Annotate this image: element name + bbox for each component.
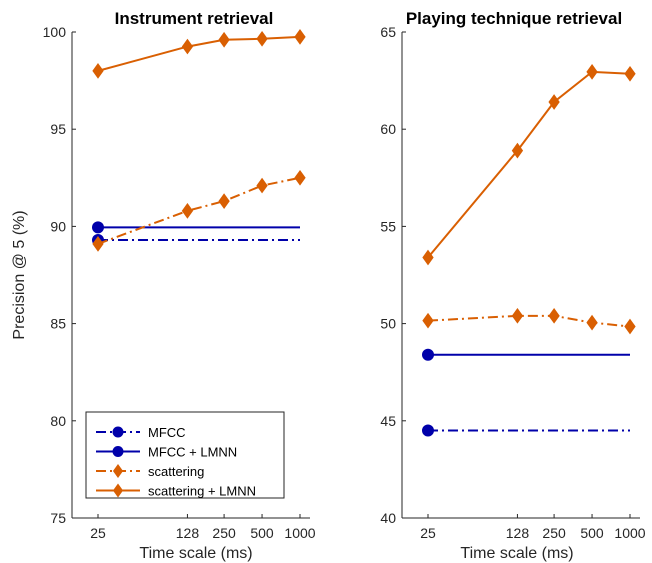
x-tick-label-instrument: 25 (90, 525, 106, 541)
legend-marker-circle (112, 446, 124, 457)
legend-label: MFCC (148, 425, 186, 440)
data-point-diamond-playing (586, 63, 598, 80)
legend-marker-circle (112, 426, 124, 438)
axes-instrument: 75 80 85 90 95 100 25 128 250 500 1000 (43, 24, 316, 541)
data-point-diamond-instrument (294, 169, 306, 186)
data-point-diamond-instrument (181, 202, 194, 219)
x-tick-label-playing: 250 (542, 525, 566, 541)
axes-playing: 40 45 50 55 60 65 25 128 250 500 1000 (380, 24, 645, 541)
data-point-diamond-instrument (181, 38, 194, 55)
series-line-scattering-instrument (97, 176, 301, 245)
y-tick-label-instrument: 90 (50, 218, 66, 234)
data-point-diamond-playing (624, 65, 636, 82)
x-tick-label-instrument: 128 (176, 525, 200, 541)
x-axis-label-playing: Time scale (ms) (460, 545, 573, 562)
data-point-diamond-instrument (294, 29, 306, 45)
y-tick-label-playing: 60 (380, 121, 396, 137)
legend-marker-diamond (112, 464, 124, 478)
data-point-diamond-playing (511, 142, 524, 159)
legend-label: scattering + LMNN (148, 484, 256, 499)
x-tick-label-instrument: 500 (250, 525, 274, 541)
x-tick-label-playing: 128 (506, 525, 530, 541)
data-point-diamond-playing (422, 249, 434, 266)
data-point-diamond-playing (548, 94, 560, 110)
data-point-diamond-playing (548, 307, 560, 324)
data-point-diamond-instrument (256, 177, 268, 194)
chart-title-playing: Playing technique retrieval (406, 9, 622, 28)
legend: MFCC MFCC + LMNN scattering scattering + LM… (85, 411, 285, 499)
data-point-circle-instrument (92, 221, 104, 234)
y-tick-label-instrument: 95 (50, 121, 66, 137)
x-tick-label-instrument: 1000 (284, 525, 315, 541)
legend-marker-diamond (112, 483, 124, 498)
data-point-diamond-playing (586, 314, 598, 331)
legend-label: scattering (148, 464, 204, 479)
x-tick-label-instrument: 250 (212, 525, 236, 541)
y-tick-label-playing: 40 (380, 510, 396, 526)
plot-area-playing (402, 32, 640, 518)
data-point-diamond-instrument (218, 193, 230, 209)
y-tick-label-playing: 45 (380, 413, 396, 429)
x-tick-label-playing: 25 (420, 525, 436, 541)
x-tick-label-playing: 1000 (614, 525, 645, 541)
data-point-diamond-instrument (218, 31, 230, 48)
series-instrument (92, 29, 306, 252)
y-tick-label-playing: 65 (380, 24, 396, 40)
data-point-diamond-instrument (256, 30, 268, 47)
y-tick-label-instrument: 85 (50, 316, 66, 332)
chart-title-instrument: Instrument retrieval (115, 9, 274, 28)
data-point-diamond-instrument (92, 63, 104, 79)
y-tick-label-instrument: 100 (43, 24, 67, 40)
data-point-circle-playing (422, 348, 434, 361)
panel-playing-technique-retrieval: Playing technique retrieval 40 45 50 55 60 65… (380, 9, 645, 562)
y-tick-label-instrument: 80 (50, 413, 66, 429)
y-tick-label-instrument: 75 (50, 510, 66, 526)
series-playing (422, 63, 636, 437)
y-tick-label-playing: 50 (380, 316, 396, 332)
legend-label: MFCC + LMNN (148, 445, 237, 460)
x-tick-label-playing: 500 (580, 525, 604, 541)
data-point-diamond-playing (511, 307, 524, 324)
data-point-diamond-playing (624, 318, 636, 335)
data-point-diamond-playing (422, 312, 434, 329)
data-point-diamond-instrument (92, 236, 104, 252)
data-point-circle-playing (422, 424, 434, 437)
panel-instrument-retrieval: Instrument retrieval 75 80 85 90 95 100 25 128 2… (11, 9, 316, 562)
legend-items: MFCC MFCC + LMNN scattering scattering + LM… (96, 425, 256, 499)
y-axis-label: Precision @ 5 (%) (11, 210, 28, 339)
x-axis-label-instrument: Time scale (ms) (139, 545, 252, 562)
y-tick-label-playing: 55 (380, 218, 396, 234)
